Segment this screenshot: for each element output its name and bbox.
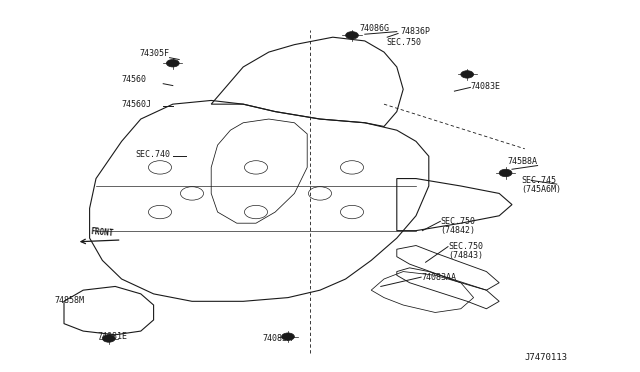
Text: 74081E: 74081E: [97, 332, 127, 341]
Text: 74083A: 74083A: [262, 334, 292, 343]
Text: (74843): (74843): [448, 251, 483, 260]
Text: (745A6M): (745A6M): [521, 185, 561, 193]
Circle shape: [461, 71, 474, 78]
Text: 74858M: 74858M: [54, 296, 84, 305]
Text: 74305F: 74305F: [140, 49, 170, 58]
Circle shape: [346, 32, 358, 39]
Circle shape: [282, 333, 294, 340]
Text: SEC.750: SEC.750: [448, 242, 483, 251]
Text: 745B8A: 745B8A: [508, 157, 538, 166]
Text: (74842): (74842): [440, 225, 476, 234]
Text: 74083AA: 74083AA: [421, 273, 456, 282]
Text: J7470113: J7470113: [525, 353, 568, 362]
Text: SEC.740: SEC.740: [136, 150, 171, 159]
Text: 74560: 74560: [122, 75, 147, 84]
Text: 74086G: 74086G: [360, 23, 390, 32]
Circle shape: [102, 335, 115, 342]
Text: SEC.750: SEC.750: [387, 38, 422, 47]
Circle shape: [499, 169, 512, 177]
Circle shape: [166, 60, 179, 67]
Text: SEC.750: SEC.750: [440, 217, 476, 226]
Text: FRONT: FRONT: [90, 227, 115, 238]
Text: 74836P: 74836P: [400, 27, 430, 36]
Text: 74083E: 74083E: [470, 81, 500, 90]
Text: 74560J: 74560J: [122, 100, 152, 109]
Text: SEC.745: SEC.745: [521, 176, 556, 185]
